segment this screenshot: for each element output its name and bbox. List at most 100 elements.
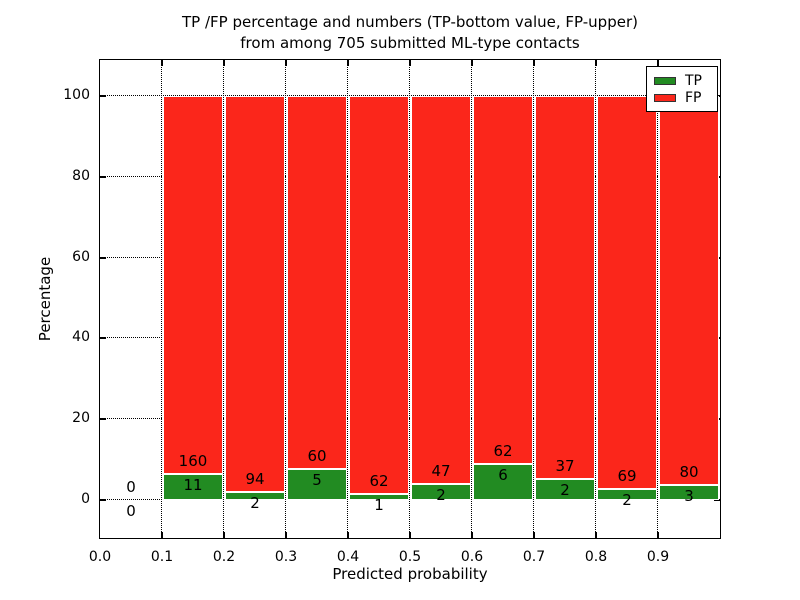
x-tick-mark-bottom xyxy=(533,532,535,538)
tp-count-label: 2 xyxy=(622,490,632,509)
bar-segment-tp xyxy=(659,485,719,500)
y-tick-label: 20 xyxy=(72,410,90,427)
y-gridline xyxy=(100,95,720,96)
x-tick-mark-top xyxy=(347,60,349,66)
y-tick-mark-right xyxy=(714,499,720,501)
fp-count-label: 47 xyxy=(431,461,451,480)
bar-segment-tp xyxy=(597,488,657,500)
bar-segment-fp xyxy=(535,96,595,480)
bar-segment-fp xyxy=(225,96,285,492)
y-axis-label: Percentage xyxy=(36,256,54,342)
y-gridline xyxy=(100,337,720,339)
x-tick-mark-bottom xyxy=(595,532,597,538)
chart-title-line1: TP /FP percentage and numbers (TP-bottom… xyxy=(182,13,638,31)
fp-count-label: 62 xyxy=(493,442,513,461)
bar-segment-tp xyxy=(163,474,223,500)
tp-count-label: 2 xyxy=(560,481,570,500)
x-tick-mark-top xyxy=(533,60,535,66)
x-gridline xyxy=(657,60,658,538)
x-tick-mark-bottom xyxy=(347,532,349,538)
chart-title-line2: from among 705 submitted ML-type contact… xyxy=(240,34,580,52)
x-tick-mark-bottom xyxy=(285,532,287,538)
bar-segment-fp xyxy=(411,96,471,484)
x-tick-label: 0.2 xyxy=(212,549,236,565)
y-gridline xyxy=(100,499,720,500)
fp-count-label: 69 xyxy=(617,466,637,485)
x-gridline xyxy=(533,60,534,538)
x-tick-mark-bottom xyxy=(223,532,225,538)
fp-count-label: 80 xyxy=(679,463,699,482)
fp-count-label: 62 xyxy=(369,471,389,490)
fp-count-label: 0 xyxy=(126,478,136,496)
plot-area: 0 0 160 11 94 2 60 5 62 1 47 2 62 6 37 2 69 2 80 3 xyxy=(99,59,721,539)
legend-entry-tp: TP xyxy=(654,72,710,89)
fp-count-label: 94 xyxy=(245,469,265,488)
x-tick-mark-top xyxy=(471,60,473,66)
x-tick-mark-bottom xyxy=(409,532,411,538)
x-tick-mark-bottom xyxy=(161,532,163,538)
x-tick-label: 0.5 xyxy=(398,549,422,565)
y-tick-mark-left xyxy=(100,337,106,340)
legend-label-tp: TP xyxy=(685,72,702,89)
x-tick-label: 0.8 xyxy=(584,549,608,565)
legend-swatch-fp xyxy=(654,93,676,102)
tp-count-label: 0 xyxy=(126,502,136,520)
x-tick-mark-top xyxy=(285,60,287,66)
y-gridline xyxy=(100,175,720,177)
x-tick-mark-top xyxy=(161,60,163,66)
x-gridline xyxy=(223,60,224,538)
bar-segment-tp xyxy=(473,464,533,500)
bar-segment-fp xyxy=(473,96,533,465)
y-tick-mark-left xyxy=(100,499,106,501)
bar-segment-fp xyxy=(659,96,719,486)
x-tick-mark-bottom xyxy=(657,532,659,538)
tp-count-label: 2 xyxy=(436,485,446,504)
x-tick-mark-top xyxy=(595,60,597,66)
fp-count-label: 37 xyxy=(555,457,575,476)
fp-count-label: 160 xyxy=(178,452,208,471)
fp-count-label: 60 xyxy=(307,446,327,465)
y-tick-label: 60 xyxy=(72,248,90,265)
tp-count-label: 3 xyxy=(684,487,694,506)
y-gridline xyxy=(100,256,720,258)
bar-segment-tp xyxy=(349,493,409,500)
y-tick-label: 80 xyxy=(72,167,90,184)
tp-count-label: 6 xyxy=(498,466,508,485)
legend: TP FP xyxy=(646,66,718,112)
y-tick-label: 40 xyxy=(72,329,90,346)
y-gridline xyxy=(100,418,720,420)
legend-label-fp: FP xyxy=(685,89,702,106)
x-tick-label: 0.9 xyxy=(646,549,670,565)
tp-count-label: 5 xyxy=(312,470,322,489)
y-tick-mark-left xyxy=(100,418,106,421)
y-tick-mark-left xyxy=(100,175,106,178)
tp-count-label: 1 xyxy=(374,495,384,514)
legend-swatch-tp xyxy=(654,76,676,85)
x-gridline xyxy=(161,60,162,538)
x-gridline xyxy=(347,60,348,538)
bar-segment-tp xyxy=(411,483,471,500)
bar-segment-fp xyxy=(287,96,347,469)
x-tick-label: 0.6 xyxy=(460,549,484,565)
bar-segment-fp xyxy=(163,96,223,475)
x-tick-label: 0.0 xyxy=(88,549,112,565)
x-gridline xyxy=(471,60,472,538)
tp-count-label: 2 xyxy=(250,493,260,512)
tp-count-label: 11 xyxy=(183,476,203,495)
bar-segment-tp xyxy=(225,491,285,500)
x-gridline xyxy=(409,60,410,538)
bar-segment-fp xyxy=(597,96,657,489)
x-tick-mark-top xyxy=(409,60,411,66)
bar-segment-fp xyxy=(349,96,409,494)
x-gridline xyxy=(595,60,596,538)
x-tick-label: 0.1 xyxy=(150,549,174,565)
x-tick-label: 0.3 xyxy=(274,549,298,565)
y-tick-label: 0 xyxy=(81,491,90,507)
y-tick-mark-left xyxy=(100,95,106,97)
bar-segment-tp xyxy=(535,479,595,500)
y-tick-label: 100 xyxy=(63,87,90,103)
x-tick-mark-top xyxy=(223,60,225,66)
x-tick-mark-bottom xyxy=(471,532,473,538)
chart-title: TP /FP percentage and numbers (TP-bottom… xyxy=(100,12,720,54)
